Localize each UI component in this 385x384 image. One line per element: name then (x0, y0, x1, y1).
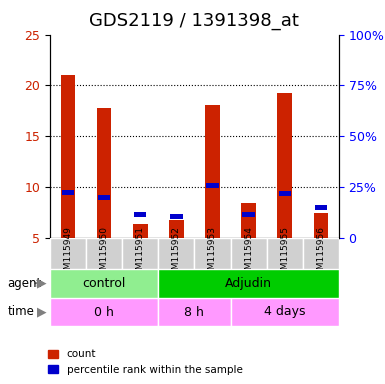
Bar (170, 214, 182, 219)
Text: 8 h: 8 h (184, 306, 204, 318)
Text: control: control (82, 277, 126, 290)
Text: GSM115952: GSM115952 (172, 226, 181, 281)
FancyBboxPatch shape (231, 238, 266, 269)
FancyBboxPatch shape (194, 238, 231, 269)
FancyBboxPatch shape (50, 298, 158, 326)
Bar (243, 212, 255, 217)
Legend: count, percentile rank within the sample: count, percentile rank within the sample (44, 345, 247, 379)
Text: GSM115951: GSM115951 (136, 226, 145, 281)
Bar (205, 105, 220, 238)
FancyBboxPatch shape (86, 238, 122, 269)
Bar (313, 213, 328, 238)
FancyBboxPatch shape (158, 238, 194, 269)
FancyBboxPatch shape (50, 269, 158, 298)
Bar (133, 224, 147, 238)
Bar (206, 183, 219, 188)
Text: 0 h: 0 h (94, 306, 114, 318)
Text: GSM115949: GSM115949 (64, 226, 73, 281)
Bar (241, 204, 256, 238)
FancyBboxPatch shape (50, 238, 86, 269)
Text: Adjudin: Adjudin (225, 277, 272, 290)
Title: GDS2119 / 1391398_at: GDS2119 / 1391398_at (89, 13, 300, 30)
FancyBboxPatch shape (231, 298, 339, 326)
Bar (61, 75, 75, 238)
Text: GSM115950: GSM115950 (100, 226, 109, 281)
Bar (97, 108, 111, 238)
Bar (169, 220, 184, 238)
Text: GSM115955: GSM115955 (280, 226, 289, 281)
Bar (134, 212, 146, 217)
FancyBboxPatch shape (266, 238, 303, 269)
Bar (98, 195, 110, 200)
FancyBboxPatch shape (158, 269, 339, 298)
FancyBboxPatch shape (303, 238, 339, 269)
Text: GSM115956: GSM115956 (316, 226, 325, 281)
FancyBboxPatch shape (158, 298, 231, 326)
Text: GSM115954: GSM115954 (244, 226, 253, 281)
Text: 4 days: 4 days (264, 306, 305, 318)
Text: ▶: ▶ (37, 305, 46, 318)
Bar (278, 93, 292, 238)
Text: ▶: ▶ (37, 277, 46, 290)
Text: time: time (8, 305, 35, 318)
Text: agent: agent (8, 277, 42, 290)
Bar (315, 205, 327, 210)
Text: GSM115953: GSM115953 (208, 226, 217, 281)
FancyBboxPatch shape (122, 238, 158, 269)
Bar (62, 190, 74, 195)
Bar (278, 191, 291, 196)
